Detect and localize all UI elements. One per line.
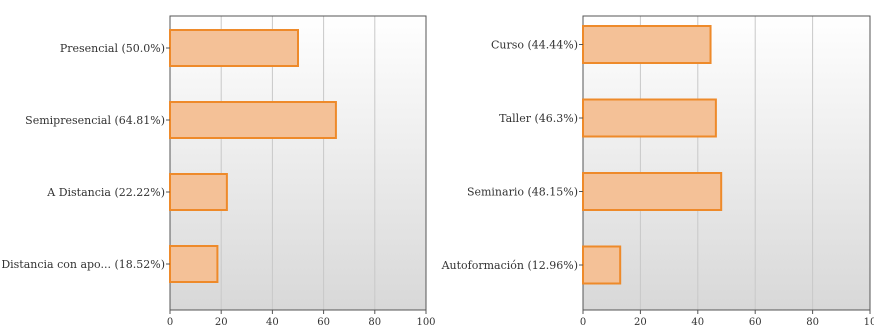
bar <box>169 245 219 283</box>
category-label: Presencial (50.0%) <box>60 42 165 55</box>
plot-border <box>582 15 871 311</box>
category-label: Curso (44.44%) <box>491 39 578 52</box>
x-tick-label: 10 <box>864 317 874 328</box>
bar <box>582 25 712 64</box>
x-tick-label: 40 <box>266 317 279 328</box>
bar <box>169 173 228 211</box>
category-label: Taller (46.3%) <box>499 112 578 125</box>
plot-border <box>169 15 427 311</box>
category-label: Semipresencial (64.81%) <box>25 114 165 127</box>
x-tick-label: 60 <box>317 317 330 328</box>
plot-area <box>583 16 870 310</box>
x-tick-label: 0 <box>580 317 586 328</box>
x-tick-label: 100 <box>416 317 435 328</box>
bar <box>582 245 622 285</box>
category-label: A Distancia con apo... (18.52%) <box>0 258 165 271</box>
x-tick-label: 40 <box>691 317 704 328</box>
chart-1: 0 20 40 60 80 100 Presencial (50.0%) Semipresen… <box>0 15 436 328</box>
bar <box>169 101 337 139</box>
bar <box>582 98 717 138</box>
x-tick-label: 0 <box>167 317 173 328</box>
category-label: Autoformación (12.96%) <box>441 259 578 272</box>
x-tick-label: 20 <box>215 317 228 328</box>
x-tick-label: 80 <box>806 317 819 328</box>
bar <box>169 29 299 67</box>
category-label: Seminario (48.15%) <box>467 186 578 199</box>
x-tick-label: 20 <box>634 317 647 328</box>
x-tick-label: 80 <box>368 317 381 328</box>
bar <box>582 172 723 211</box>
x-tick-label: 60 <box>749 317 762 328</box>
chart-2: 0 20 40 60 80 10 Curso (44.44%) Taller (46.3%) S… <box>441 15 874 328</box>
category-label: A Distancia (22.22%) <box>46 186 165 199</box>
